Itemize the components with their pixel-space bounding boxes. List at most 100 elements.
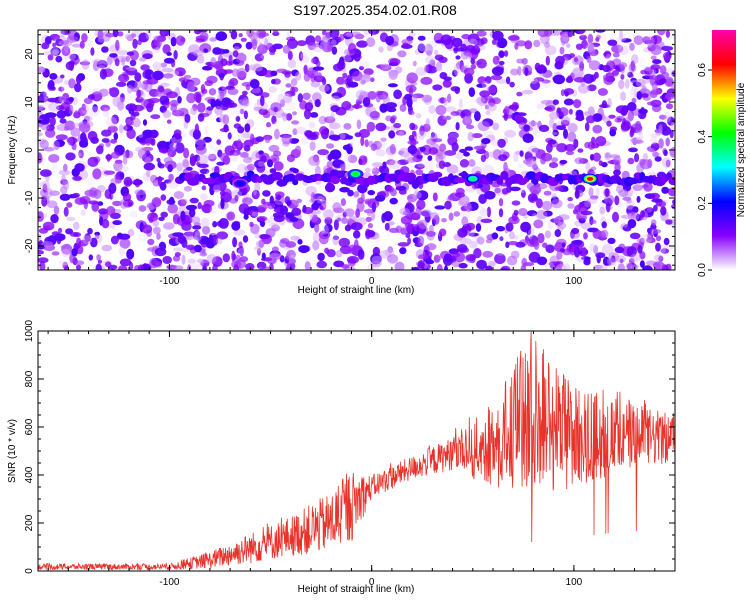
heatmap-cell	[194, 138, 206, 146]
heatmap-cell	[150, 114, 161, 120]
heatmap-cell	[419, 146, 426, 152]
heatmap-cell	[312, 44, 324, 53]
heatmap-cell	[454, 86, 460, 95]
heatmap-cell	[192, 104, 198, 112]
heatmap-cell	[435, 61, 442, 72]
heatmap-cell	[138, 133, 144, 139]
heatmap-cell	[579, 34, 587, 41]
heatmap-cell	[236, 138, 242, 149]
heatmap-cell	[505, 241, 510, 249]
heatmap-cell	[474, 111, 481, 122]
heatmap-cell	[197, 113, 205, 122]
heatmap-cell	[81, 103, 86, 112]
heatmap-cell	[475, 223, 482, 232]
heatmap-cell	[667, 116, 675, 126]
heatmap-cell	[38, 227, 49, 234]
heatmap-cell	[254, 53, 265, 62]
heatmap-cell	[464, 146, 474, 151]
heatmap-cell	[125, 67, 138, 76]
heatmap-cell	[407, 156, 418, 163]
heatmap-cell	[328, 134, 341, 140]
heatmap-cell	[329, 122, 341, 130]
heatmap-cell	[318, 84, 330, 92]
heatmap-cell	[127, 228, 135, 237]
heatmap-cell	[619, 258, 624, 263]
heatmap-cell	[120, 112, 128, 121]
heatmap-cell	[68, 78, 76, 89]
heatmap-cell	[509, 81, 515, 88]
heatmap-cell	[257, 247, 261, 256]
heatmap-cell	[352, 70, 363, 82]
heatmap-cell	[344, 135, 354, 140]
heatmap-cell	[618, 79, 625, 90]
heatmap-cell	[110, 151, 120, 159]
heatmap-cell	[195, 38, 205, 43]
heatmap-cell	[78, 149, 84, 159]
heatmap-cell	[326, 161, 333, 168]
line-x-axis-label: Height of straight line (km)	[298, 584, 415, 595]
heatmap-cell	[587, 84, 597, 92]
heatmap-cell	[573, 57, 579, 62]
heatmap-cell	[545, 55, 550, 66]
heatmap-cell	[551, 193, 557, 199]
heatmap-y-ticks: -20 -10 0 10 20	[24, 34, 675, 266]
heatmap-cell	[108, 87, 118, 92]
heatmap-cell	[258, 267, 263, 270]
heatmap-cell	[563, 263, 570, 270]
line-y-axis-label: SNR (10 * v/v)	[7, 419, 18, 483]
heatmap-cell	[491, 232, 499, 240]
heatmap-cell	[444, 200, 452, 210]
heatmap-cell	[225, 60, 234, 66]
heatmap-cell	[245, 84, 251, 91]
heatmap-cell	[341, 101, 352, 111]
heatmap-cell	[231, 221, 241, 231]
heatmap-cell	[237, 133, 249, 141]
heatmap-cell	[534, 62, 541, 72]
heatmap-cell	[371, 202, 377, 213]
heatmap-cell	[254, 63, 263, 72]
heatmap-cell	[364, 139, 369, 148]
heatmap-cell	[598, 201, 606, 209]
heatmap-band-cell	[405, 172, 417, 181]
heatmap-cell	[72, 175, 82, 181]
heatmap-cell	[66, 216, 76, 222]
heatmap-cell	[93, 189, 102, 200]
heatmap-cell	[279, 205, 289, 215]
heatmap-cell	[156, 157, 161, 163]
heatmap-cell	[112, 220, 122, 226]
heatmap-cell	[216, 237, 223, 245]
heatmap-cell	[58, 169, 71, 176]
heatmap-cell	[385, 35, 395, 46]
heatmap-cell	[480, 182, 491, 193]
heatmap-cell	[631, 137, 637, 146]
heatmap-cell	[353, 191, 360, 198]
heatmap-cell	[455, 55, 461, 60]
heatmap-cell	[249, 79, 260, 89]
heatmap-cell	[387, 254, 399, 264]
heatmap-cell	[276, 68, 288, 74]
heatmap-cell	[267, 159, 273, 168]
heatmap-cell	[649, 90, 658, 98]
heatmap-cell	[60, 74, 65, 79]
heatmap-cell	[365, 216, 372, 223]
heatmap-cell	[636, 195, 641, 203]
heatmap-cell	[55, 134, 68, 141]
heatmap-cell	[537, 30, 550, 38]
heatmap-cell	[629, 253, 641, 263]
heatmap-cell	[286, 31, 291, 40]
heatmap-cell	[505, 222, 514, 232]
heatmap-cell	[606, 257, 617, 266]
heatmap-cell	[98, 208, 109, 215]
heatmap-cell	[62, 180, 70, 190]
heatmap-cell	[395, 129, 407, 136]
heatmap-cell	[584, 200, 591, 208]
heatmap-cell	[360, 192, 365, 204]
heatmap-cell	[556, 250, 563, 260]
snr-line-panel: -100 0 100 0 200 400 600 800 1000 Height of str…	[7, 319, 676, 595]
heatmap-cell	[303, 72, 311, 82]
heatmap-cell	[417, 235, 425, 247]
heatmap-cell	[417, 163, 425, 168]
heatmap-cell	[159, 95, 170, 105]
heatmap-cell	[661, 186, 670, 194]
heatmap-cell	[197, 154, 209, 165]
